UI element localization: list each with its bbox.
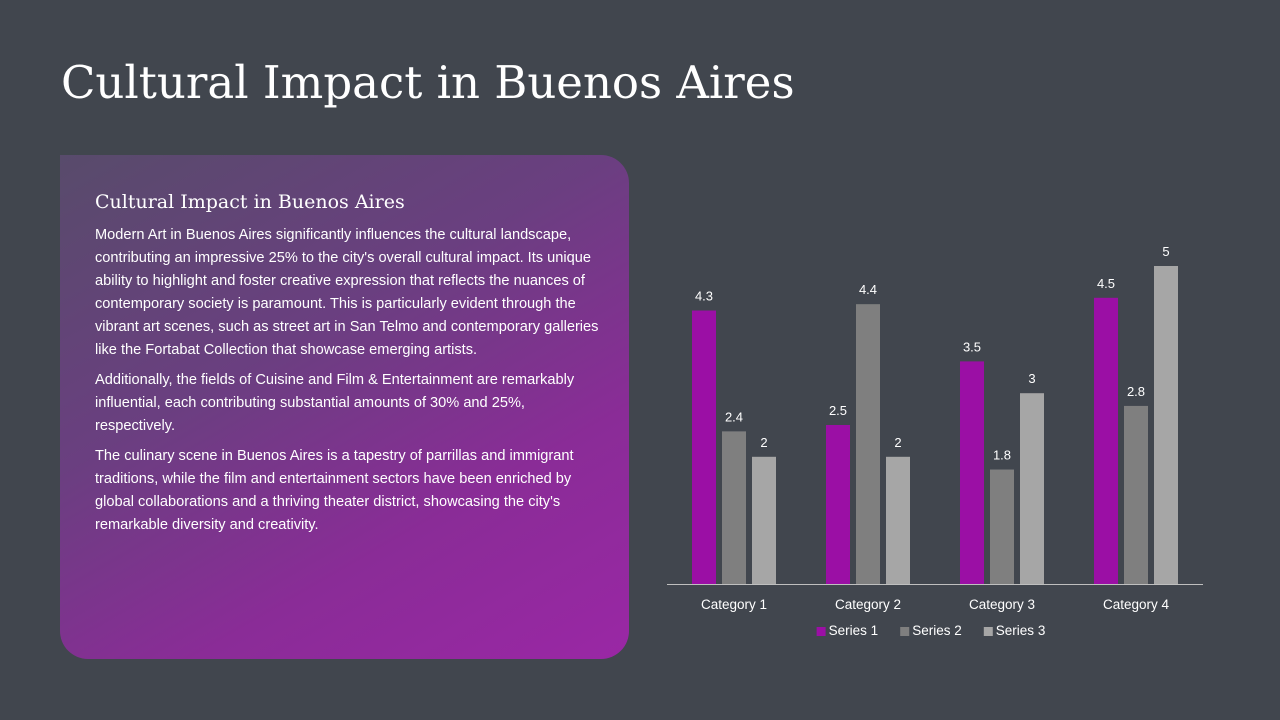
data-label: 4.5 xyxy=(1097,276,1115,291)
bar-3-2 xyxy=(886,456,910,584)
slide-title: Cultural Impact in Buenos Aires xyxy=(61,56,795,109)
x-tick-label: Category 1 xyxy=(701,597,767,612)
legend-label-series-1: Series 1 xyxy=(829,623,879,638)
bar-2-1 xyxy=(722,431,746,584)
data-label: 2 xyxy=(894,435,901,450)
bar-3-4 xyxy=(1154,266,1178,584)
data-label: 2.4 xyxy=(725,409,743,424)
panel-paragraph-2: Additionally, the fields of Cuisine and … xyxy=(95,372,575,434)
x-tick-label: Category 3 xyxy=(969,597,1035,612)
legend-label-series-3: Series 3 xyxy=(996,623,1046,638)
panel-heading: Cultural Impact in Buenos Aires xyxy=(95,191,405,213)
text-panel: Cultural Impact in Buenos Aires Modern A… xyxy=(60,155,629,659)
data-label: 1.8 xyxy=(993,448,1011,463)
bar-chart: 4.3 2.4 2 Category 1 2.5 4.4 2 Category 2 3.5 1.8… xyxy=(640,220,1240,660)
data-label: 2 xyxy=(760,435,767,450)
bar-1-1 xyxy=(692,310,716,584)
x-tick-label: Category 2 xyxy=(835,597,901,612)
bar-3-1 xyxy=(752,456,776,584)
data-label: 5 xyxy=(1162,244,1169,259)
legend-swatch-series-3 xyxy=(983,627,993,636)
legend-label-series-2: Series 2 xyxy=(912,623,962,638)
bar-2-4 xyxy=(1124,405,1148,584)
bar-1-2 xyxy=(826,425,850,584)
bar-1-3 xyxy=(960,361,984,584)
data-label: 2.5 xyxy=(829,403,847,418)
panel-paragraph-3: The culinary scene in Buenos Aires is a … xyxy=(95,448,574,533)
bar-3-3 xyxy=(1020,393,1044,584)
data-label: 3.5 xyxy=(963,339,981,354)
legend-swatch-series-2 xyxy=(900,627,910,636)
panel-paragraph-1: Modern Art in Buenos Aires significantly… xyxy=(95,227,599,358)
data-label: 2.8 xyxy=(1127,384,1145,399)
data-label: 4.3 xyxy=(695,289,713,304)
x-tick-label: Category 4 xyxy=(1103,597,1170,612)
legend-swatch-series-1 xyxy=(816,627,826,636)
bar-1-4 xyxy=(1094,297,1118,584)
bar-2-3 xyxy=(990,469,1014,584)
data-label: 3 xyxy=(1028,371,1035,386)
text-panel-content: Cultural Impact in Buenos Aires Modern A… xyxy=(95,189,600,544)
bar-chart-svg: 4.3 2.4 2 Category 1 2.5 4.4 2 Category 2 3.5 1.8… xyxy=(667,244,1203,638)
data-label: 4.4 xyxy=(859,282,877,297)
bar-2-2 xyxy=(856,304,880,584)
